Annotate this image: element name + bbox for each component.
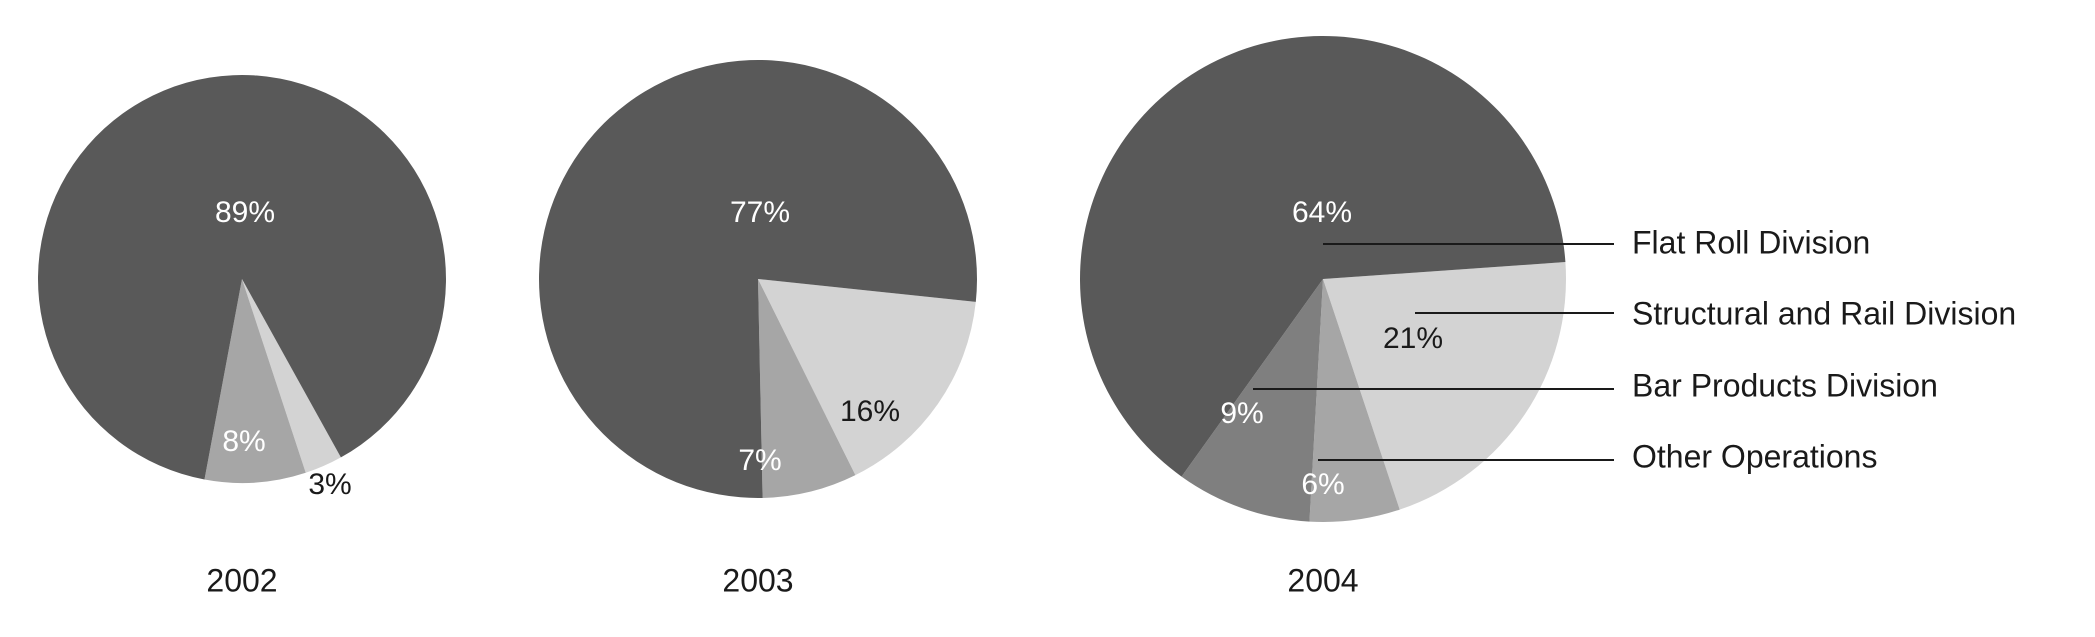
- legend-layer: Flat Roll Division Structural and Rail Di…: [1253, 224, 2016, 474]
- data-label-2003-structural-and-rail-division: 16%: [840, 395, 900, 428]
- pie-slice-2004-structural-and-rail-division: [1323, 262, 1567, 510]
- pie-slice-2003-structural-and-rail-division: [758, 279, 976, 476]
- legend-entry-bar-products-division: Bar Products Division: [1632, 367, 1938, 403]
- data-label-2004-structural-and-rail-division: 21%: [1383, 322, 1443, 355]
- year-label-2004: 2004: [1287, 562, 1358, 598]
- pie-2004: 64% 21% 6% 9% 2004: [1080, 36, 1567, 598]
- pie-slice-2002-flat-roll-division: [37, 75, 446, 480]
- pie-slice-2004-bar-products-division: [1181, 279, 1323, 522]
- pie-2002: 89% 3% 8% 2002: [37, 75, 446, 598]
- pie-2003: 77% 16% 7% 2003: [538, 59, 977, 598]
- data-label-2002-other-operations: 8%: [222, 425, 265, 458]
- data-label-2003-flat-roll-division: 77%: [730, 196, 790, 229]
- data-label-2002-flat-roll-division: 89%: [215, 196, 275, 229]
- data-label-2002-structural-and-rail-division: 3%: [308, 468, 351, 501]
- legend-entry-structural-and-rail-division: Structural and Rail Division: [1632, 295, 2016, 331]
- pies-layer: 89% 3% 8% 2002 77% 16% 7% 2003 64% 21% 6% 9% 2004: [37, 36, 1567, 598]
- data-label-2003-other-operations: 7%: [738, 444, 781, 477]
- year-label-2003: 2003: [722, 562, 793, 598]
- pie-slice-2003-other-operations: [758, 279, 856, 498]
- data-label-2004-flat-roll-division: 64%: [1292, 196, 1352, 229]
- pie-slice-2003-flat-roll-division: [538, 59, 977, 498]
- pie-slice-2004-flat-roll-division: [1080, 36, 1566, 477]
- year-label-2002: 2002: [206, 562, 277, 598]
- data-label-2004-bar-products-division: 9%: [1220, 397, 1263, 430]
- pie-slice-2002-other-operations: [204, 279, 306, 484]
- pie-slice-2004-other-operations: [1309, 279, 1400, 522]
- legend-entry-other-operations: Other Operations: [1632, 438, 1877, 474]
- legend-entry-flat-roll-division: Flat Roll Division: [1632, 224, 1870, 260]
- pie-slice-2002-structural-and-rail-division: [242, 279, 341, 473]
- data-label-2004-other-operations: 6%: [1301, 468, 1344, 501]
